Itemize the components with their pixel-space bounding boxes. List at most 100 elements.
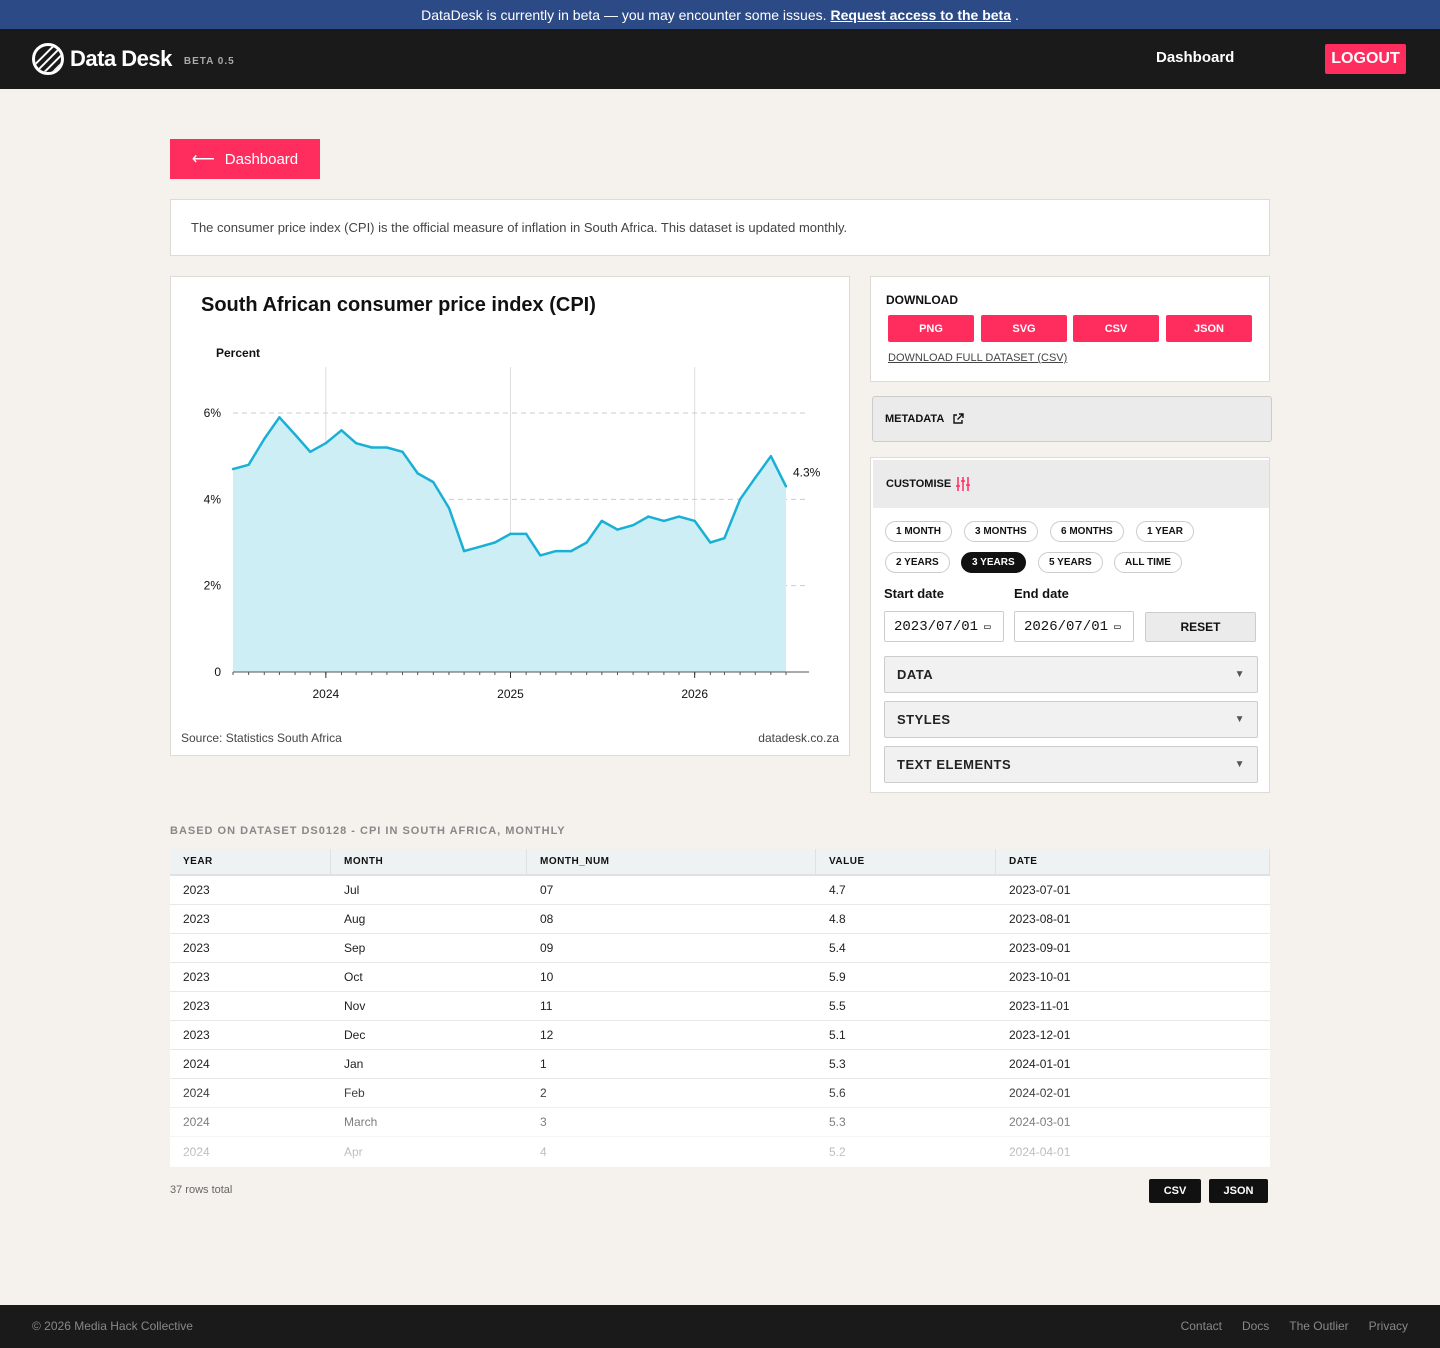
data-point bbox=[401, 450, 404, 454]
table-row: 2024 Apr 4 5.2 2024-04-01 bbox=[170, 1137, 1270, 1166]
range-3-months[interactable]: 3 MONTHS bbox=[964, 521, 1038, 542]
cell-date: 2023-08-01 bbox=[1009, 912, 1071, 926]
logo-text: Data Desk bbox=[70, 46, 172, 71]
end-date-label: End date bbox=[1014, 586, 1069, 601]
x-tick-label: 2025 bbox=[497, 687, 524, 701]
data-point bbox=[709, 541, 712, 544]
data-point bbox=[278, 416, 281, 419]
range-2-years[interactable]: 2 YEARS bbox=[885, 552, 950, 573]
cell-value: 5.1 bbox=[829, 1028, 846, 1042]
footer-link-contact[interactable]: Contact bbox=[1180, 1319, 1222, 1333]
cell-year: 2023 bbox=[183, 883, 210, 897]
data-point bbox=[263, 437, 266, 441]
rows-total: 37 rows total bbox=[170, 1184, 233, 1196]
chart-y-axis-label: Percent bbox=[216, 346, 261, 360]
text-elements-section-label: TEXT ELEMENTS bbox=[897, 757, 1012, 772]
data-point bbox=[308, 450, 312, 454]
cell-year: 2024 bbox=[183, 1115, 210, 1129]
range-5-years[interactable]: 5 YEARS bbox=[1038, 552, 1103, 573]
cell-date: 2023-09-01 bbox=[1009, 941, 1071, 955]
cell-value: 5.4 bbox=[829, 941, 846, 955]
cell-month: Jul bbox=[344, 883, 360, 897]
logo[interactable]: Data Desk BETA 0.5 bbox=[32, 43, 235, 75]
cell-value: 5.6 bbox=[829, 1086, 846, 1100]
cell-value: 5.2 bbox=[829, 1144, 846, 1159]
cell-year: 2023 bbox=[183, 1028, 210, 1042]
logout-button[interactable]: LOGOUT bbox=[1325, 44, 1406, 74]
footer-link-privacy[interactable]: Privacy bbox=[1368, 1319, 1408, 1333]
cell-month: Apr bbox=[344, 1144, 363, 1159]
data-point bbox=[293, 433, 297, 436]
nav-dashboard-link[interactable]: Dashboard bbox=[1156, 49, 1235, 66]
chart-source: Source: Statistics South Africa bbox=[181, 731, 342, 745]
styles-section-label: STYLES bbox=[897, 712, 951, 727]
cell-month-num: 07 bbox=[540, 883, 554, 897]
beta-banner-text: DataDesk is currently in beta — you may … bbox=[421, 6, 827, 23]
range-all-time[interactable]: ALL TIME bbox=[1114, 552, 1182, 573]
start-date-value: 2023/07/01 bbox=[894, 618, 979, 635]
chart-card: South African consumer price index (CPI)… bbox=[170, 276, 850, 756]
range-6-months[interactable]: 6 MONTHS bbox=[1050, 521, 1124, 542]
cell-date: 2024-02-01 bbox=[1009, 1086, 1071, 1100]
range-3-years[interactable]: 3 YEARS bbox=[961, 552, 1026, 573]
export-json-button[interactable]: JSON bbox=[1209, 1179, 1268, 1203]
data-point bbox=[462, 549, 466, 553]
export-csv-button[interactable]: CSV bbox=[1149, 1179, 1201, 1203]
cpi-area bbox=[233, 417, 786, 672]
data-point bbox=[370, 446, 373, 449]
range-1-month[interactable]: 1 MONTH bbox=[885, 521, 952, 542]
cell-month-num: 1 bbox=[540, 1057, 547, 1071]
footer-link-docs[interactable]: Docs bbox=[1241, 1319, 1270, 1333]
end-date-value: 2026/07/01 bbox=[1024, 618, 1109, 635]
request-access-link[interactable]: Request access to the beta bbox=[830, 6, 1012, 23]
data-point bbox=[231, 467, 235, 471]
x-tick-label: 2026 bbox=[681, 687, 708, 701]
description-text: The consumer price index (CPI) is the of… bbox=[191, 220, 848, 235]
data-point bbox=[539, 554, 542, 557]
table-row: 2023 Sep 09 5.4 2023-09-01 bbox=[170, 934, 1270, 963]
download-json-button[interactable]: JSON bbox=[1166, 315, 1252, 342]
data-point bbox=[493, 541, 497, 544]
download-png-button[interactable]: PNG bbox=[888, 315, 974, 342]
chart-title: South African consumer price index (CPI) bbox=[201, 294, 596, 316]
text-elements-section-toggle[interactable]: TEXT ELEMENTS ▼ bbox=[884, 746, 1258, 783]
cell-date: 2024-03-01 bbox=[1009, 1115, 1071, 1129]
data-point bbox=[738, 498, 742, 501]
column-header-value: VALUE bbox=[816, 849, 996, 874]
cell-month-num: 3 bbox=[540, 1115, 547, 1129]
back-to-dashboard-button[interactable]: ⟵ Dashboard bbox=[170, 139, 320, 179]
metadata-toggle[interactable]: METADATA bbox=[872, 396, 1272, 442]
data-table: YEAR MONTH MONTH_NUM VALUE DATE 2023 Jul 0… bbox=[170, 849, 1270, 1166]
data-point bbox=[585, 541, 588, 544]
cell-date: 2023-12-01 bbox=[1009, 1028, 1071, 1042]
styles-section-toggle[interactable]: STYLES ▼ bbox=[884, 701, 1258, 738]
column-header-month: MONTH bbox=[331, 849, 527, 874]
metadata-label: METADATA bbox=[885, 413, 945, 425]
data-point bbox=[354, 442, 358, 445]
cell-date: 2023-10-01 bbox=[1009, 970, 1071, 984]
beta-banner-end: . bbox=[1015, 6, 1019, 23]
reset-button[interactable]: RESET bbox=[1145, 612, 1256, 642]
chevron-down-icon: ▼ bbox=[1234, 669, 1245, 680]
column-header-date: DATE bbox=[996, 849, 1270, 874]
chevron-down-icon: ▼ bbox=[1234, 714, 1245, 725]
footer-links: Contact Docs The Outlier Privacy bbox=[1181, 1319, 1408, 1333]
x-tick-label: 2024 bbox=[312, 687, 339, 701]
column-header-year: YEAR bbox=[170, 849, 331, 874]
data-point bbox=[385, 446, 389, 449]
download-svg-button[interactable]: SVG bbox=[981, 315, 1067, 342]
end-date-input[interactable]: 2026/07/01 ▭ bbox=[1014, 611, 1134, 642]
table-row: 2023 Aug 08 4.8 2023-08-01 bbox=[170, 905, 1270, 934]
download-panel: DOWNLOAD PNG SVG CSV JSON DOWNLOAD FULL … bbox=[870, 276, 1270, 382]
cell-year: 2024 bbox=[183, 1144, 210, 1159]
data-point bbox=[769, 454, 773, 458]
download-full-dataset-link[interactable]: DOWNLOAD FULL DATASET (CSV) bbox=[888, 352, 1068, 364]
download-csv-button[interactable]: CSV bbox=[1073, 315, 1159, 342]
data-point bbox=[478, 545, 481, 549]
cell-year: 2024 bbox=[183, 1086, 210, 1100]
start-date-input[interactable]: 2023/07/01 ▭ bbox=[884, 611, 1004, 642]
range-1-year[interactable]: 1 YEAR bbox=[1136, 521, 1194, 542]
footer-link-the-outlier[interactable]: The Outlier bbox=[1289, 1319, 1349, 1333]
sliders-icon bbox=[956, 477, 971, 491]
data-section-toggle[interactable]: DATA ▼ bbox=[884, 656, 1258, 693]
